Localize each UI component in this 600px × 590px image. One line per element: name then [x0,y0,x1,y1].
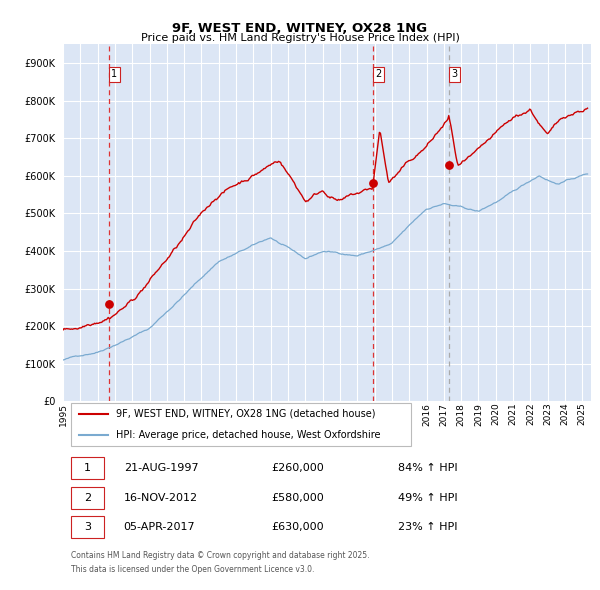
Text: 9F, WEST END, WITNEY, OX28 1NG: 9F, WEST END, WITNEY, OX28 1NG [172,22,428,35]
Text: 9F, WEST END, WITNEY, OX28 1NG (detached house): 9F, WEST END, WITNEY, OX28 1NG (detached… [116,409,376,419]
Text: £580,000: £580,000 [272,493,325,503]
Text: Price paid vs. HM Land Registry's House Price Index (HPI): Price paid vs. HM Land Registry's House … [140,33,460,43]
FancyBboxPatch shape [71,403,412,446]
Text: HPI: Average price, detached house, West Oxfordshire: HPI: Average price, detached house, West… [116,430,380,440]
Text: £260,000: £260,000 [272,463,325,473]
Text: 05-APR-2017: 05-APR-2017 [124,522,196,532]
Text: This data is licensed under the Open Government Licence v3.0.: This data is licensed under the Open Gov… [71,565,314,575]
Text: Contains HM Land Registry data © Crown copyright and database right 2025.: Contains HM Land Registry data © Crown c… [71,552,370,560]
Text: 84% ↑ HPI: 84% ↑ HPI [398,463,458,473]
FancyBboxPatch shape [71,487,104,509]
Text: 2: 2 [84,493,91,503]
Text: 1: 1 [111,69,118,79]
Point [104,299,113,309]
Text: £630,000: £630,000 [272,522,324,532]
Text: 2: 2 [375,69,382,79]
Point [368,179,377,188]
Text: 49% ↑ HPI: 49% ↑ HPI [398,493,458,503]
Text: 16-NOV-2012: 16-NOV-2012 [124,493,198,503]
Text: 3: 3 [451,69,457,79]
Point [444,160,454,169]
FancyBboxPatch shape [71,457,104,478]
Text: 3: 3 [84,522,91,532]
Text: 23% ↑ HPI: 23% ↑ HPI [398,522,458,532]
Text: 21-AUG-1997: 21-AUG-1997 [124,463,199,473]
Text: 1: 1 [84,463,91,473]
FancyBboxPatch shape [71,516,104,538]
